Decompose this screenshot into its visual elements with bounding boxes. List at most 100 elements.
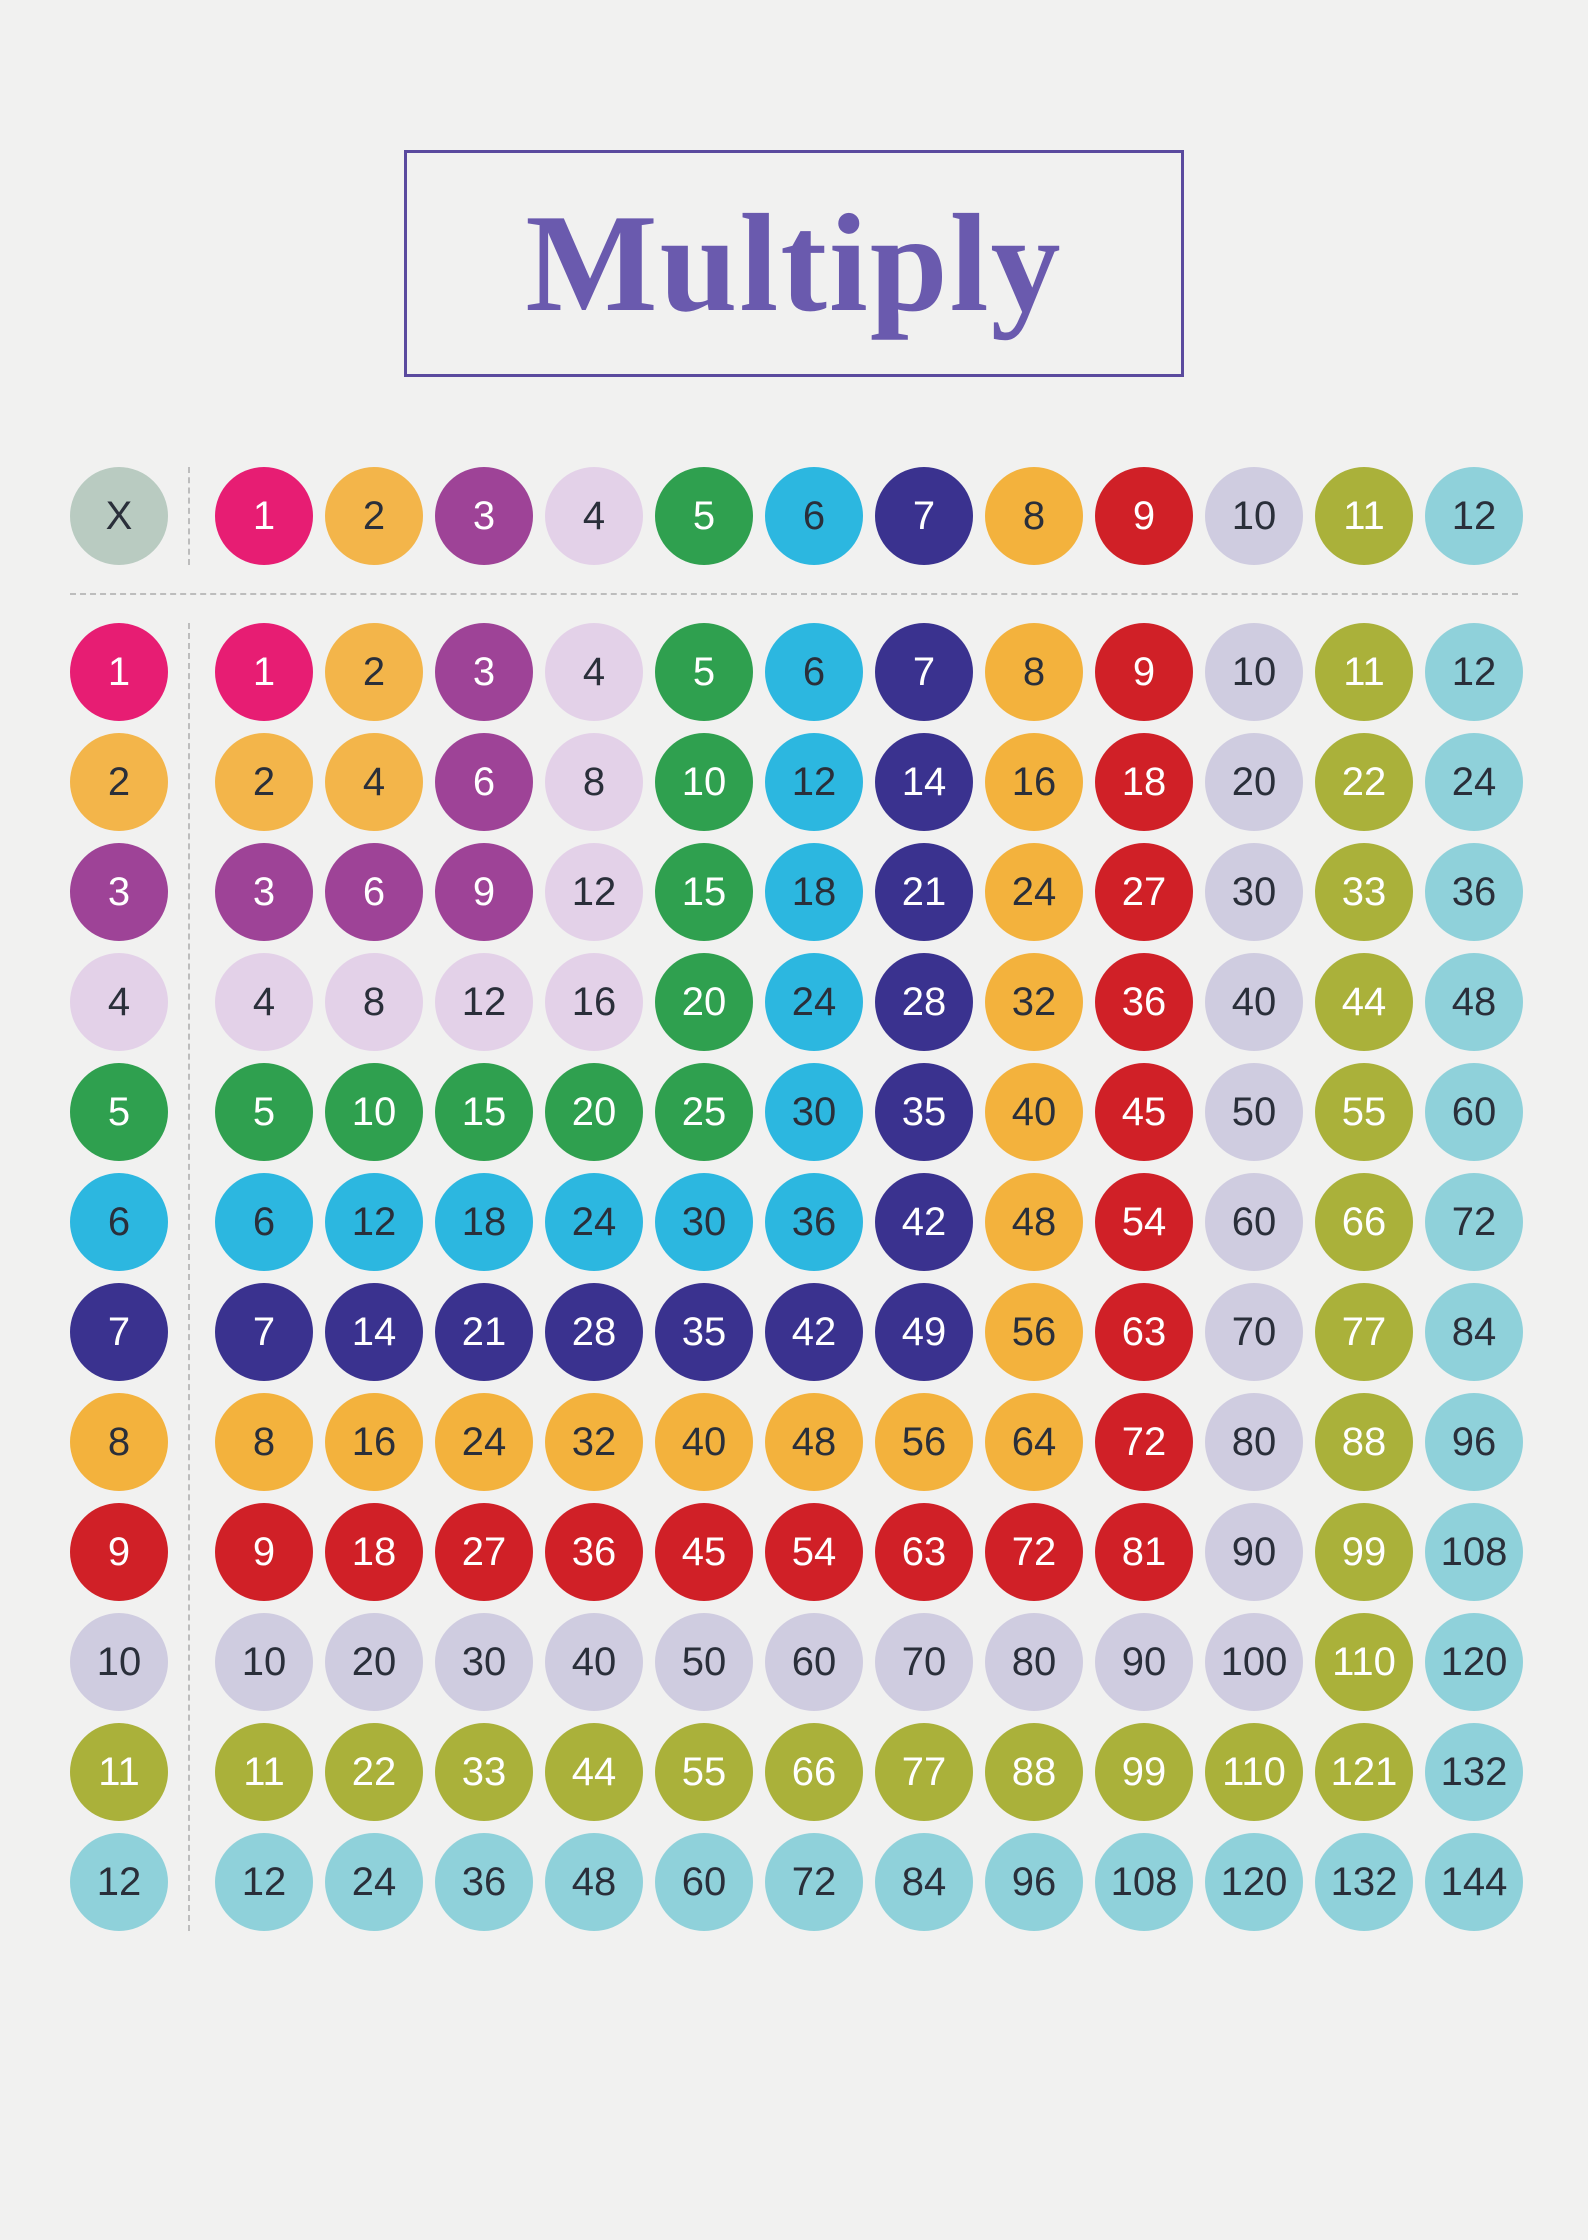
product-cell: 99 [1095, 1723, 1193, 1821]
product-cell: 7 [215, 1283, 313, 1381]
product-cell: 10 [1205, 623, 1303, 721]
row-header: 8 [70, 1393, 168, 1491]
product-cell: 42 [875, 1173, 973, 1271]
product-cell: 30 [435, 1613, 533, 1711]
product-cell: 45 [1095, 1063, 1193, 1161]
product-cell: 6 [215, 1173, 313, 1271]
product-cell: 36 [765, 1173, 863, 1271]
product-row: 1224364860728496108120132144 [215, 1833, 1523, 1931]
product-cell: 80 [985, 1613, 1083, 1711]
product-cell: 25 [655, 1063, 753, 1161]
horizontal-divider [70, 593, 1518, 595]
product-cell: 48 [985, 1173, 1083, 1271]
product-cell: 12 [435, 953, 533, 1051]
product-cell: 72 [1425, 1173, 1523, 1271]
product-cell: 56 [985, 1283, 1083, 1381]
row-header: 3 [70, 843, 168, 941]
product-cell: 48 [545, 1833, 643, 1931]
column-header: 10 [1205, 467, 1303, 565]
product-cell: 54 [1095, 1173, 1193, 1271]
product-cell: 27 [1095, 843, 1193, 941]
product-cell: 132 [1315, 1833, 1413, 1931]
column-header: 9 [1095, 467, 1193, 565]
product-cell: 3 [215, 843, 313, 941]
product-cell: 12 [1425, 623, 1523, 721]
column-header: 8 [985, 467, 1083, 565]
product-cell: 44 [545, 1723, 643, 1821]
product-cell: 96 [1425, 1393, 1523, 1491]
column-header: 6 [765, 467, 863, 565]
product-cell: 63 [875, 1503, 973, 1601]
product-cell: 22 [325, 1723, 423, 1821]
product-cell: 1 [215, 623, 313, 721]
product-cell: 24 [1425, 733, 1523, 831]
product-cell: 30 [765, 1063, 863, 1161]
product-cell: 4 [545, 623, 643, 721]
product-cell: 33 [1315, 843, 1413, 941]
product-cell: 96 [985, 1833, 1083, 1931]
product-cell: 99 [1315, 1503, 1413, 1601]
product-cell: 100 [1205, 1613, 1303, 1711]
title-box: Multiply [404, 150, 1184, 377]
row-header: 10 [70, 1613, 168, 1711]
product-cell: 63 [1095, 1283, 1193, 1381]
product-cell: 40 [1205, 953, 1303, 1051]
product-cell: 24 [435, 1393, 533, 1491]
product-row: 51015202530354045505560 [215, 1063, 1523, 1161]
product-cell: 110 [1315, 1613, 1413, 1711]
product-cell: 84 [1425, 1283, 1523, 1381]
row-headers: 123456789101112 [70, 623, 168, 1931]
product-row: 71421283542495663707784 [215, 1283, 1523, 1381]
product-cell: 88 [985, 1723, 1083, 1821]
product-cell: 18 [325, 1503, 423, 1601]
product-cell: 9 [215, 1503, 313, 1601]
product-cell: 108 [1425, 1503, 1523, 1601]
product-cell: 120 [1425, 1613, 1523, 1711]
product-cell: 20 [325, 1613, 423, 1711]
row-header: 4 [70, 953, 168, 1051]
product-cell: 16 [545, 953, 643, 1051]
product-cell: 15 [655, 843, 753, 941]
product-cell: 45 [655, 1503, 753, 1601]
product-cell: 132 [1425, 1723, 1523, 1821]
product-cell: 4 [325, 733, 423, 831]
product-cell: 5 [215, 1063, 313, 1161]
product-cell: 18 [1095, 733, 1193, 831]
product-cell: 12 [325, 1173, 423, 1271]
product-cell: 7 [875, 623, 973, 721]
product-cell: 12 [215, 1833, 313, 1931]
product-cell: 90 [1205, 1503, 1303, 1601]
product-cell: 90 [1095, 1613, 1193, 1711]
product-cell: 22 [1315, 733, 1413, 831]
product-cell: 108 [1095, 1833, 1193, 1931]
product-cell: 6 [325, 843, 423, 941]
product-cell: 55 [655, 1723, 753, 1821]
product-cell: 10 [325, 1063, 423, 1161]
product-cell: 9 [435, 843, 533, 941]
product-cell: 8 [545, 733, 643, 831]
row-header: 2 [70, 733, 168, 831]
product-cell: 14 [875, 733, 973, 831]
product-cell: 16 [985, 733, 1083, 831]
product-cell: 35 [655, 1283, 753, 1381]
product-cell: 3 [435, 623, 533, 721]
row-header: 11 [70, 1723, 168, 1821]
product-cell: 84 [875, 1833, 973, 1931]
product-cell: 20 [545, 1063, 643, 1161]
product-cell: 11 [215, 1723, 313, 1821]
product-grid: 1234567891011122468101214161820222436912… [215, 623, 1523, 1931]
product-cell: 36 [545, 1503, 643, 1601]
product-row: 369121518212427303336 [215, 843, 1523, 941]
product-cell: 42 [765, 1283, 863, 1381]
product-cell: 12 [765, 733, 863, 831]
multiplication-table: X 123456789101112 123456789101112 123456… [70, 467, 1518, 1931]
product-cell: 77 [875, 1723, 973, 1821]
product-cell: 48 [765, 1393, 863, 1491]
product-cell: 66 [1315, 1173, 1413, 1271]
product-cell: 21 [875, 843, 973, 941]
product-cell: 36 [1095, 953, 1193, 1051]
product-cell: 80 [1205, 1393, 1303, 1491]
row-header: 5 [70, 1063, 168, 1161]
column-header: 4 [545, 467, 643, 565]
header-row: X 123456789101112 [70, 467, 1518, 593]
